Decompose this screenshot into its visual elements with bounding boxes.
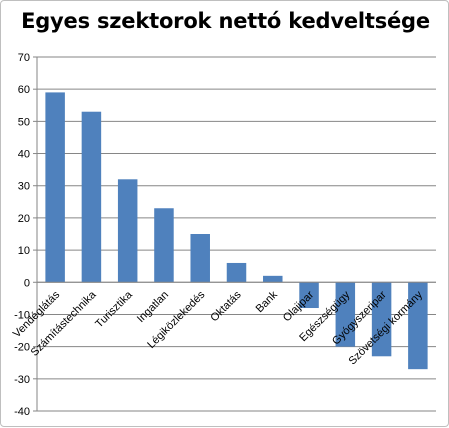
bar bbox=[154, 208, 174, 283]
y-tick-labels: 70 60 50 40 30 20 10 0 -10 -20 -30 -40 bbox=[14, 52, 30, 418]
x-tick-label: Bank bbox=[254, 289, 281, 316]
y-tick-label: 40 bbox=[18, 149, 30, 161]
bar bbox=[335, 282, 356, 347]
bars bbox=[45, 92, 428, 370]
x-tick-label: Oktatás bbox=[208, 289, 244, 325]
x-tick-label: Számítástechnika bbox=[29, 288, 99, 358]
bar bbox=[45, 92, 65, 283]
y-tick-label: 60 bbox=[18, 84, 30, 96]
y-tick-label: 50 bbox=[18, 116, 30, 128]
bar bbox=[226, 262, 247, 283]
chart-title: Egyes szektorok nettó kedveltsége bbox=[21, 9, 430, 33]
y-tick-label: 20 bbox=[18, 213, 30, 225]
bar bbox=[117, 179, 138, 283]
x-tick-label: Ingatlan bbox=[135, 289, 171, 325]
axis bbox=[33, 56, 436, 412]
y-tick-label: 30 bbox=[18, 181, 30, 193]
bar bbox=[408, 282, 428, 370]
y-tick-label: -10 bbox=[14, 309, 30, 321]
bar bbox=[190, 234, 210, 283]
bar bbox=[371, 282, 392, 357]
x-tick-label: Turisztika bbox=[93, 288, 135, 330]
y-tick-label: 10 bbox=[18, 245, 30, 257]
bar bbox=[81, 111, 102, 283]
y-tick-label: -30 bbox=[14, 374, 30, 386]
y-tick-label: 0 bbox=[24, 277, 30, 289]
y-tick-label: -20 bbox=[14, 342, 30, 354]
bar bbox=[263, 275, 283, 283]
bar bbox=[299, 282, 319, 309]
y-tick-label: 70 bbox=[18, 52, 30, 64]
y-tick-label: -40 bbox=[14, 406, 30, 418]
